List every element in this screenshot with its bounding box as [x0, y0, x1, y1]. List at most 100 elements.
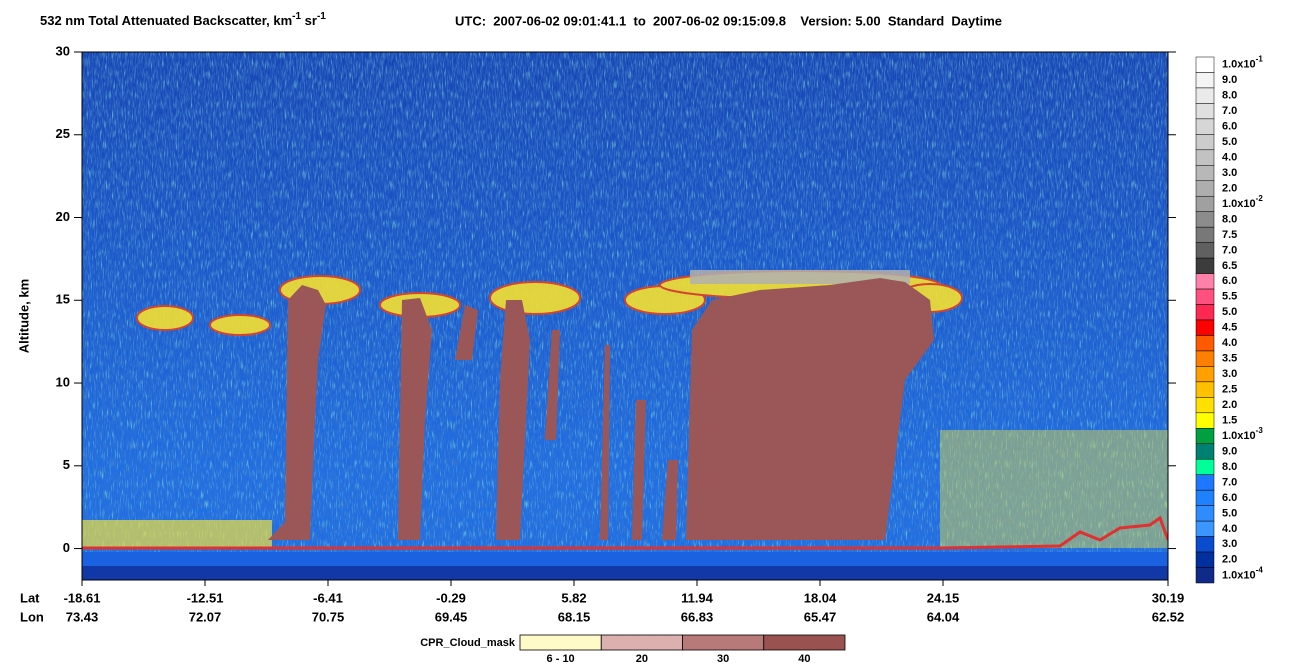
colorbar-cell: [1195, 226, 1215, 243]
cloud-mask-label: 20: [636, 653, 648, 665]
cloud-mask-label: 30: [717, 653, 729, 665]
colorbar-cell: [1195, 118, 1215, 135]
x-tick-label: 18.04: [804, 590, 837, 605]
colorbar-label: 2.0: [1222, 399, 1237, 411]
colorbar-cell: [1195, 134, 1215, 151]
colorbar-cell: [1195, 165, 1215, 182]
colorbar-cell: [1195, 567, 1215, 584]
colorbar-cell: [1195, 304, 1215, 321]
colorbar-label: 3.5: [1222, 353, 1237, 365]
colorbar-cell: [1195, 520, 1215, 537]
x-tick-label: 5.82: [561, 590, 586, 605]
x-row-label: Lat: [20, 590, 40, 605]
colorbar-cell: [1195, 335, 1215, 352]
colorbar-cell: [1195, 381, 1215, 398]
colorbar-label: 7.0: [1222, 244, 1237, 256]
colorbar-cell: [1195, 72, 1215, 89]
colorbar-label: 5.0: [1222, 306, 1237, 318]
chart-subtitle: UTC: 2007-06-02 09:01:41.1 to 2007-06-02…: [455, 13, 1002, 28]
colorbar-cell: [1195, 180, 1215, 197]
colorbar-cell: [1195, 489, 1215, 506]
colorbar-label-sup: -3: [1256, 426, 1264, 435]
colorbar-label-sup: -2: [1256, 194, 1264, 203]
x-tick-label: 66.83: [681, 609, 714, 624]
colorbar-label: 1.0x10-2: [1222, 194, 1263, 210]
colorbar-cell: [1195, 319, 1215, 336]
colorbar-label: 8.0: [1222, 213, 1237, 225]
title-sup: -1: [292, 11, 301, 22]
colorbar-label: 6.0: [1222, 492, 1237, 504]
cloud-mask-swatch: [682, 634, 765, 651]
colorbar-cell: [1195, 242, 1215, 259]
colorbar-cell: [1195, 195, 1215, 212]
title-sup: -1: [317, 11, 326, 22]
colorbar-label-sup: -1: [1256, 55, 1264, 64]
colorbar-cell: [1195, 103, 1215, 120]
colorbar-label: 9.0: [1222, 74, 1237, 86]
colorbar-label: 8.0: [1222, 90, 1237, 102]
colorbar-cell: [1195, 56, 1215, 73]
colorbar-label: 5.0: [1222, 507, 1237, 519]
colorbar-cell: [1195, 551, 1215, 568]
x-tick-label: -12.51: [187, 590, 224, 605]
colorbar-cell: [1195, 273, 1215, 290]
colorbar-cell: [1195, 428, 1215, 445]
colorbar-label: 9.0: [1222, 445, 1237, 457]
curtain-image: [82, 52, 1168, 580]
colorbar-label: 5.5: [1222, 291, 1237, 303]
colorbar-cell: [1195, 474, 1215, 491]
y-tick-label: 20: [56, 209, 70, 224]
x-tick-label: 65.47: [804, 609, 837, 624]
y-tick-label: 25: [56, 126, 70, 141]
colorbar-label: 2.0: [1222, 554, 1237, 566]
y-tick-label: 5: [63, 457, 70, 472]
colorbar-label: 4.0: [1222, 337, 1237, 349]
colorbar-label-text: 1.0x10: [1222, 430, 1256, 442]
y-tick-label: 0: [63, 540, 70, 555]
colorbar-label: 7.0: [1222, 476, 1237, 488]
x-tick-label: 30.19: [1152, 590, 1185, 605]
colorbar-cell: [1195, 87, 1215, 104]
colorbar-label: 2.0: [1222, 182, 1237, 194]
colorbar-label: 1.0x10-1: [1222, 55, 1263, 71]
x-tick-label: 70.75: [312, 609, 345, 624]
colorbar-label: 4.0: [1222, 151, 1237, 163]
x-tick-label: 24.15: [927, 590, 960, 605]
colorbar-cell: [1195, 350, 1215, 367]
x-tick-label: 73.43: [66, 609, 99, 624]
x-tick-label: -0.29: [436, 590, 466, 605]
plot-frame: [81, 51, 1169, 581]
colorbar-label: 6.0: [1222, 275, 1237, 287]
chart-title: 532 nm Total Attenuated Backscatter, km-…: [40, 11, 326, 29]
x-tick-label: 64.04: [927, 609, 960, 624]
colorbar-label-sup: -4: [1256, 565, 1264, 574]
cloud-mask-swatch: [519, 634, 602, 651]
colorbar-cell: [1195, 443, 1215, 460]
colorbar-label-text: 1.0x10: [1222, 198, 1256, 210]
colorbar-label: 1.0x10-4: [1222, 565, 1263, 581]
cloud-mask-label: 6 - 10: [547, 653, 575, 665]
colorbar-cell: [1195, 366, 1215, 383]
colorbar-cell: [1195, 458, 1215, 475]
x-tick-label: 11.94: [681, 590, 714, 605]
x-tick-label: 62.52: [1152, 609, 1185, 624]
colorbar-label: 5.0: [1222, 136, 1237, 148]
x-tick-label: -6.41: [313, 590, 343, 605]
x-tick-label: 72.07: [189, 609, 222, 624]
cloud-mask-swatch: [763, 634, 846, 651]
colorbar-label: 2.5: [1222, 384, 1237, 396]
colorbar-label: 7.0: [1222, 105, 1237, 117]
colorbar-label: 4.0: [1222, 523, 1237, 535]
cloud-mask-title: CPR_Cloud_mask: [420, 637, 516, 649]
colorbar-label-text: 1.0x10: [1222, 59, 1256, 71]
x-tick-label: 68.15: [558, 609, 591, 624]
colorbar-cell: [1195, 505, 1215, 522]
colorbar-cell: [1195, 288, 1215, 305]
colorbar-cell: [1195, 149, 1215, 166]
colorbar-label: 3.0: [1222, 368, 1237, 380]
x-row-label: Lon: [20, 609, 44, 624]
colorbar-cell: [1195, 257, 1215, 274]
colorbar-label: 1.5: [1222, 414, 1237, 426]
colorbar-label: 6.5: [1222, 260, 1237, 272]
